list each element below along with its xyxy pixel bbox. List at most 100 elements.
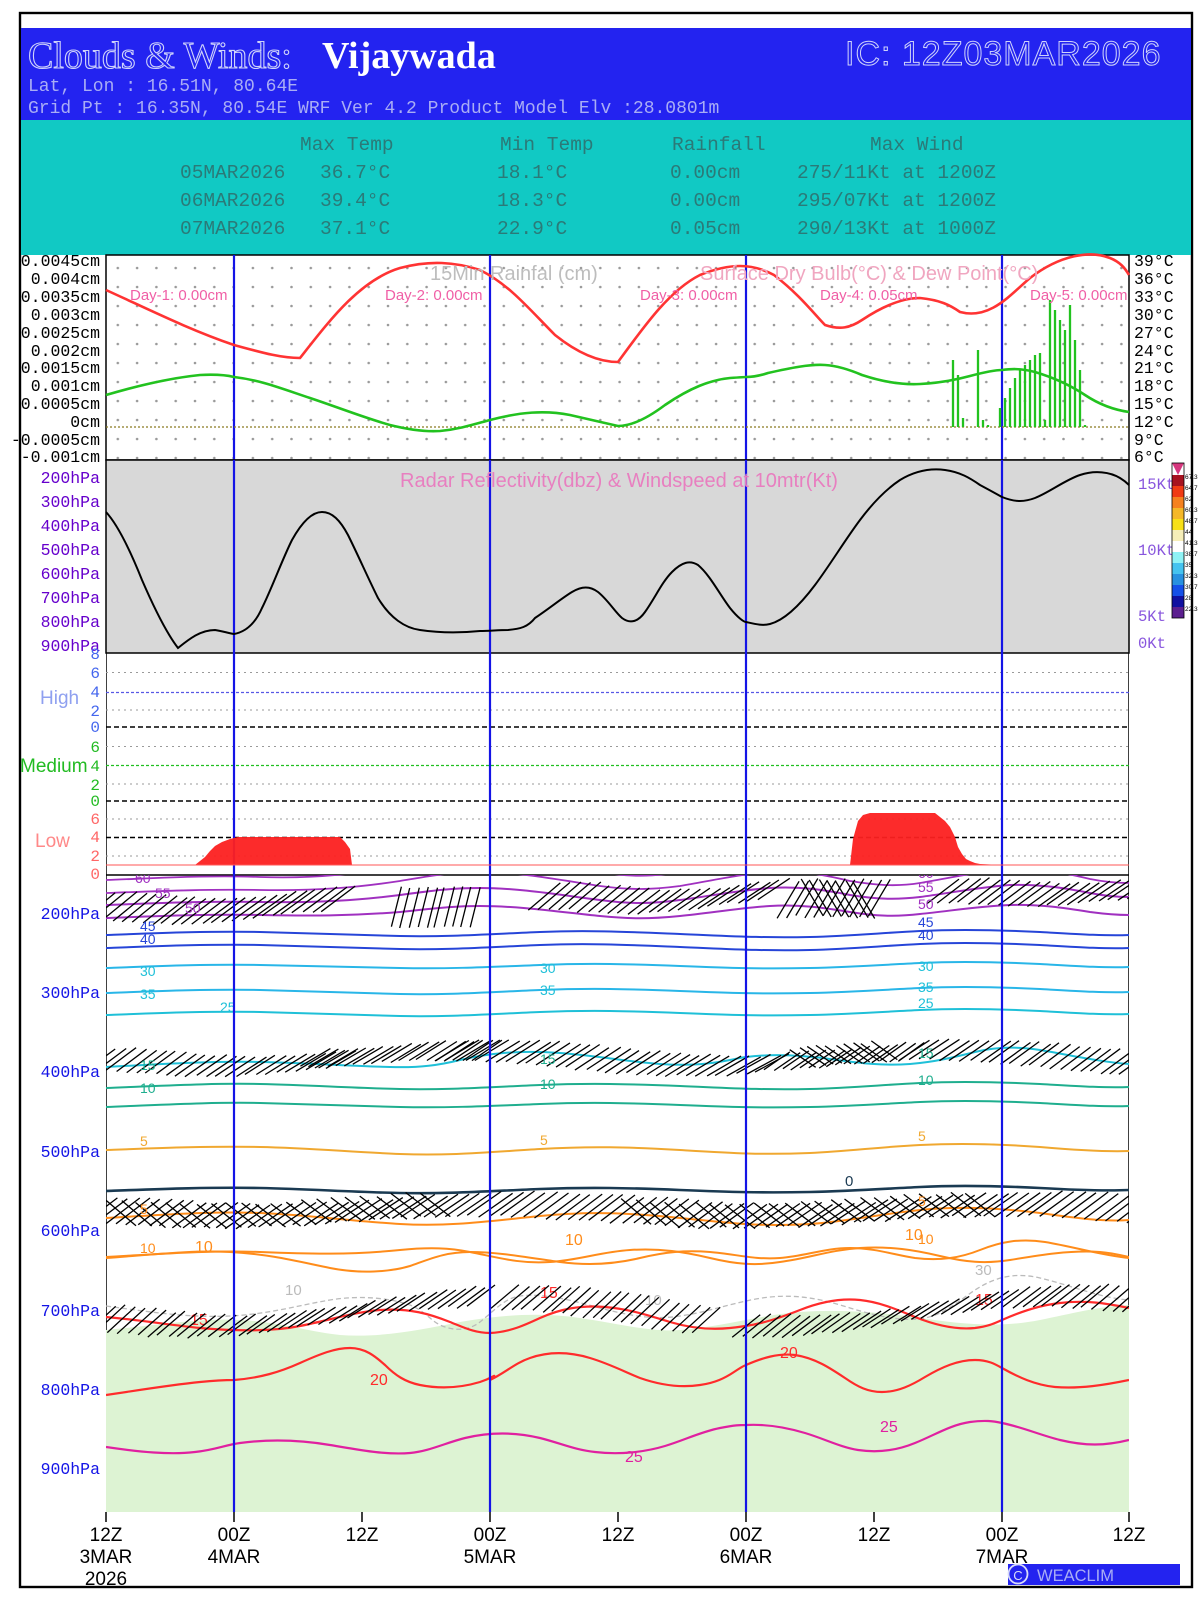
svg-text:8: 8 [90,646,100,664]
svg-text:6°C: 6°C [1134,448,1164,467]
svg-text:800hPa: 800hPa [41,1381,101,1400]
svg-text:Day-2: 0.00cm: Day-2: 0.00cm [385,287,483,304]
svg-text:39°C: 39°C [1134,252,1174,271]
svg-text:55: 55 [918,879,934,895]
svg-text:0Kt: 0Kt [1138,635,1166,653]
svg-text:32.3: 32.3 [1185,573,1198,580]
svg-text:21°C: 21°C [1134,359,1174,378]
svg-text:30: 30 [140,963,156,979]
svg-text:15: 15 [540,1051,556,1067]
svg-text:300hPa: 300hPa [41,984,101,1003]
svg-text:0: 0 [845,1173,853,1190]
svg-text:0cm: 0cm [70,413,100,432]
svg-text:48.7: 48.7 [1185,518,1198,525]
svg-text:30: 30 [540,960,556,976]
svg-text:6MAR: 6MAR [720,1547,773,1568]
svg-text:41.3: 41.3 [1185,540,1198,547]
svg-text:4MAR: 4MAR [208,1547,261,1568]
svg-text:12Z: 12Z [346,1525,379,1546]
svg-text:12°C: 12°C [1134,413,1174,432]
svg-text:IC: 12Z03MAR2026: IC: 12Z03MAR2026 [845,35,1162,73]
svg-text:0.0015cm: 0.0015cm [21,359,100,378]
svg-text:Day-1: 0.00cm: Day-1: 0.00cm [130,287,228,304]
svg-text:28: 28 [1185,595,1193,602]
svg-text:0: 0 [90,793,100,811]
svg-text:0: 0 [90,866,100,884]
svg-text:15°C: 15°C [1134,395,1174,414]
svg-text:12Z: 12Z [602,1525,635,1546]
svg-text:10: 10 [285,1282,302,1299]
svg-text:30: 30 [918,958,934,974]
svg-text:5: 5 [918,1193,926,1209]
svg-text:36°C: 36°C [1134,270,1174,289]
svg-text:2: 2 [90,848,100,866]
svg-text:300hPa: 300hPa [41,493,101,512]
svg-text:High: High [40,688,79,709]
svg-text:00Z: 00Z [218,1525,251,1546]
svg-text:05MAR2026: 05MAR2026 [180,162,285,184]
svg-text:18.3°C: 18.3°C [497,190,567,212]
svg-text:35: 35 [540,982,556,998]
svg-text:500hPa: 500hPa [41,1143,101,1162]
svg-text:700hPa: 700hPa [41,1302,101,1321]
svg-text:12Z: 12Z [858,1525,891,1546]
svg-text:12Z: 12Z [90,1525,123,1546]
svg-text:200hPa: 200hPa [41,905,101,924]
svg-text:0.004cm: 0.004cm [31,270,100,289]
svg-text:5Kt: 5Kt [1138,608,1166,626]
svg-text:10: 10 [905,1227,923,1244]
svg-text:200hPa: 200hPa [41,469,101,488]
svg-text:WEACLIM: WEACLIM [1037,1567,1114,1585]
svg-text:55: 55 [155,885,171,901]
svg-text:45: 45 [140,918,156,934]
svg-text:5MAR: 5MAR [464,1547,517,1568]
svg-text:600hPa: 600hPa [41,565,101,584]
svg-text:38.7: 38.7 [1185,551,1198,558]
svg-text:27°C: 27°C [1134,324,1174,343]
svg-text:Low: Low [35,831,70,852]
svg-text:Rainfall: Rainfall [672,134,766,156]
svg-text:20: 20 [370,1372,388,1389]
svg-text:275/11Kt at 1200Z: 275/11Kt at 1200Z [797,162,996,184]
svg-text:800hPa: 800hPa [41,613,101,632]
svg-text:0.0025cm: 0.0025cm [21,324,100,343]
svg-text:4: 4 [90,758,100,776]
svg-text:15Min Rainfal (cm): 15Min Rainfal (cm) [430,263,598,285]
svg-text:64.7: 64.7 [1185,485,1198,492]
svg-text:12Z: 12Z [1113,1525,1146,1546]
svg-text:Lat, Lon : 16.51N, 80.64E: Lat, Lon : 16.51N, 80.64E [28,77,298,97]
svg-text:10: 10 [565,1232,583,1249]
svg-text:900hPa: 900hPa [41,1460,101,1479]
svg-text:6: 6 [90,739,100,757]
svg-text:0.0005cm: 0.0005cm [21,395,100,414]
svg-text:18°C: 18°C [1134,377,1174,396]
svg-text:2026: 2026 [85,1569,127,1590]
svg-text:15: 15 [190,1312,208,1329]
svg-text:700hPa: 700hPa [41,589,101,608]
svg-text:25: 25 [918,995,934,1011]
svg-text:37.1°C: 37.1°C [320,218,390,240]
svg-text:Radar Reflectivity(dbz) & Wind: Radar Reflectivity(dbz) & Windspeed at 1… [400,470,838,492]
svg-text:15: 15 [918,1045,934,1061]
svg-text:22.3: 22.3 [1185,606,1198,613]
svg-text:295/07Kt at 1200Z: 295/07Kt at 1200Z [797,190,996,212]
svg-text:22.9°C: 22.9°C [497,218,567,240]
svg-text:5: 5 [540,1132,548,1148]
svg-text:290/13Kt at 1000Z: 290/13Kt at 1000Z [797,218,996,240]
svg-text:60.3: 60.3 [1185,507,1198,514]
svg-text:10: 10 [540,1076,556,1092]
svg-text:15Kt: 15Kt [1138,476,1175,494]
svg-text:Day-3: 0.00cm: Day-3: 0.00cm [640,287,738,304]
svg-text:15: 15 [140,1057,156,1073]
svg-text:10: 10 [140,1080,156,1096]
svg-text:10: 10 [195,1239,213,1256]
svg-text:67.3: 67.3 [1185,474,1198,481]
svg-text:30.7: 30.7 [1185,584,1198,591]
svg-text:5: 5 [918,1128,926,1144]
svg-text:0.05cm: 0.05cm [670,218,740,240]
svg-text:25: 25 [880,1419,898,1436]
svg-text:Clouds & Winds:: Clouds & Winds: [28,35,292,77]
svg-text:0.003cm: 0.003cm [31,306,100,325]
svg-text:C: C [1013,1568,1022,1583]
svg-text:4: 4 [90,684,100,702]
